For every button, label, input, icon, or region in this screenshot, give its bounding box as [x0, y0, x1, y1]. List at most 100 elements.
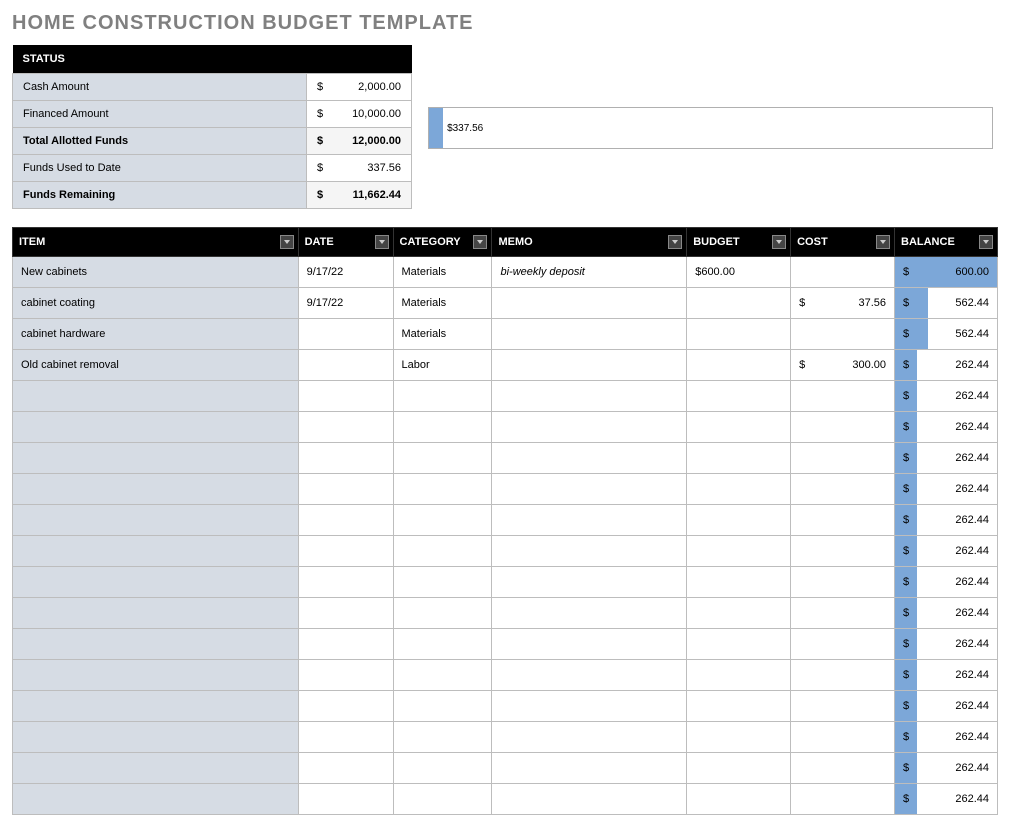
status-label[interactable]: Funds Remaining — [13, 182, 307, 209]
memo-cell[interactable] — [492, 350, 687, 381]
cost-cell[interactable] — [791, 381, 895, 412]
status-amount[interactable]: $2,000.00 — [307, 74, 412, 101]
budget-cell[interactable] — [687, 536, 791, 567]
budget-cell[interactable] — [687, 319, 791, 350]
balance-cell[interactable]: $262.44 — [895, 660, 998, 691]
date-cell[interactable] — [298, 536, 393, 567]
category-cell[interactable]: Materials — [393, 257, 492, 288]
item-cell[interactable] — [13, 784, 299, 815]
date-cell[interactable] — [298, 784, 393, 815]
category-cell[interactable]: Materials — [393, 288, 492, 319]
item-cell[interactable] — [13, 691, 299, 722]
item-cell[interactable] — [13, 536, 299, 567]
column-header-date[interactable]: DATE — [298, 228, 393, 257]
item-cell[interactable] — [13, 412, 299, 443]
cost-cell[interactable] — [791, 443, 895, 474]
category-cell[interactable] — [393, 536, 492, 567]
cost-cell[interactable] — [791, 567, 895, 598]
balance-cell[interactable]: $262.44 — [895, 536, 998, 567]
balance-cell[interactable]: $600.00 — [895, 257, 998, 288]
date-cell[interactable] — [298, 381, 393, 412]
item-cell[interactable]: cabinet coating — [13, 288, 299, 319]
category-cell[interactable]: Materials — [393, 319, 492, 350]
balance-cell[interactable]: $262.44 — [895, 629, 998, 660]
budget-cell[interactable] — [687, 598, 791, 629]
date-cell[interactable] — [298, 443, 393, 474]
date-cell[interactable] — [298, 722, 393, 753]
filter-dropdown-icon[interactable] — [876, 235, 890, 249]
memo-cell[interactable] — [492, 660, 687, 691]
date-cell[interactable] — [298, 629, 393, 660]
category-cell[interactable] — [393, 660, 492, 691]
cost-cell[interactable] — [791, 536, 895, 567]
budget-cell[interactable]: $600.00 — [687, 257, 791, 288]
item-cell[interactable]: Old cabinet removal — [13, 350, 299, 381]
cost-cell[interactable] — [791, 629, 895, 660]
item-cell[interactable] — [13, 567, 299, 598]
balance-cell[interactable]: $562.44 — [895, 319, 998, 350]
column-header-category[interactable]: CATEGORY — [393, 228, 492, 257]
filter-dropdown-icon[interactable] — [668, 235, 682, 249]
status-amount[interactable]: $337.56 — [307, 155, 412, 182]
balance-cell[interactable]: $562.44 — [895, 288, 998, 319]
balance-cell[interactable]: $262.44 — [895, 443, 998, 474]
category-cell[interactable] — [393, 722, 492, 753]
category-cell[interactable] — [393, 784, 492, 815]
filter-dropdown-icon[interactable] — [979, 235, 993, 249]
budget-cell[interactable] — [687, 381, 791, 412]
date-cell[interactable] — [298, 505, 393, 536]
item-cell[interactable] — [13, 474, 299, 505]
status-amount[interactable]: $12,000.00 — [307, 128, 412, 155]
category-cell[interactable] — [393, 598, 492, 629]
budget-cell[interactable] — [687, 629, 791, 660]
balance-cell[interactable]: $262.44 — [895, 722, 998, 753]
memo-cell[interactable] — [492, 319, 687, 350]
category-cell[interactable] — [393, 443, 492, 474]
date-cell[interactable] — [298, 598, 393, 629]
item-cell[interactable] — [13, 598, 299, 629]
item-cell[interactable] — [13, 660, 299, 691]
balance-cell[interactable]: $262.44 — [895, 784, 998, 815]
balance-cell[interactable]: $262.44 — [895, 567, 998, 598]
budget-cell[interactable] — [687, 784, 791, 815]
date-cell[interactable] — [298, 412, 393, 443]
category-cell[interactable] — [393, 691, 492, 722]
status-amount[interactable]: $10,000.00 — [307, 101, 412, 128]
cost-cell[interactable] — [791, 660, 895, 691]
cost-cell[interactable] — [791, 257, 895, 288]
cost-cell[interactable]: $300.00 — [791, 350, 895, 381]
column-header-memo[interactable]: MEMO — [492, 228, 687, 257]
budget-cell[interactable] — [687, 288, 791, 319]
memo-cell[interactable] — [492, 753, 687, 784]
budget-cell[interactable] — [687, 505, 791, 536]
item-cell[interactable] — [13, 722, 299, 753]
filter-dropdown-icon[interactable] — [473, 235, 487, 249]
memo-cell[interactable] — [492, 784, 687, 815]
budget-cell[interactable] — [687, 722, 791, 753]
date-cell[interactable] — [298, 319, 393, 350]
item-cell[interactable] — [13, 629, 299, 660]
budget-cell[interactable] — [687, 443, 791, 474]
balance-cell[interactable]: $262.44 — [895, 753, 998, 784]
item-cell[interactable] — [13, 753, 299, 784]
status-label[interactable]: Funds Used to Date — [13, 155, 307, 182]
category-cell[interactable] — [393, 412, 492, 443]
date-cell[interactable]: 9/17/22 — [298, 257, 393, 288]
memo-cell[interactable] — [492, 288, 687, 319]
balance-cell[interactable]: $262.44 — [895, 412, 998, 443]
cost-cell[interactable] — [791, 691, 895, 722]
filter-dropdown-icon[interactable] — [375, 235, 389, 249]
item-cell[interactable] — [13, 381, 299, 412]
date-cell[interactable]: 9/17/22 — [298, 288, 393, 319]
cost-cell[interactable] — [791, 412, 895, 443]
category-cell[interactable] — [393, 381, 492, 412]
date-cell[interactable] — [298, 691, 393, 722]
category-cell[interactable] — [393, 505, 492, 536]
balance-cell[interactable]: $262.44 — [895, 505, 998, 536]
item-cell[interactable]: New cabinets — [13, 257, 299, 288]
cost-cell[interactable] — [791, 474, 895, 505]
cost-cell[interactable] — [791, 598, 895, 629]
balance-cell[interactable]: $262.44 — [895, 691, 998, 722]
item-cell[interactable] — [13, 443, 299, 474]
balance-cell[interactable]: $262.44 — [895, 474, 998, 505]
